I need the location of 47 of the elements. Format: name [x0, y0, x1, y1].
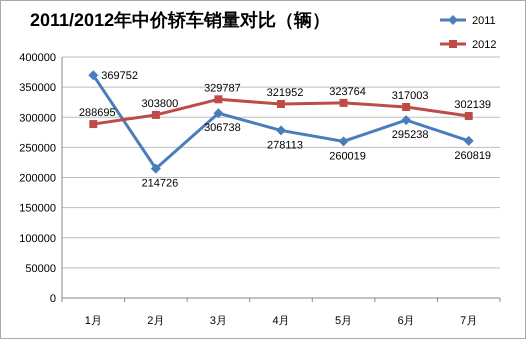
y-tick-label: 50000 — [25, 262, 56, 275]
data-label: 260819 — [454, 150, 492, 162]
x-tick-label: 3月 — [210, 315, 227, 327]
y-tick-label: 300000 — [19, 112, 56, 124]
point — [464, 112, 473, 120]
y-tick-label: 100000 — [19, 232, 56, 245]
chart-title: 2011/2012年中价轿车销量对比（辆） — [30, 10, 330, 30]
data-label: 260019 — [329, 150, 366, 162]
point — [464, 136, 474, 146]
x-tick-label: 4月 — [272, 315, 290, 327]
point — [152, 110, 160, 119]
data-label: 302139 — [454, 98, 492, 111]
y-tick-label: 0 — [50, 293, 56, 305]
point — [401, 115, 412, 126]
x-tick-label: 6月 — [398, 315, 415, 327]
data-label: 214726 — [142, 178, 178, 190]
point — [214, 95, 222, 104]
data-label: 288695 — [78, 107, 116, 120]
y-tick-label: 150000 — [19, 202, 56, 215]
point — [402, 103, 410, 112]
y-tick-label: 400000 — [19, 52, 56, 64]
data-label: 329787 — [204, 82, 241, 94]
point — [89, 120, 98, 128]
x-tick-label: 5月 — [335, 315, 352, 327]
x-tick-label: 7月 — [460, 315, 478, 327]
point — [276, 125, 286, 136]
data-label: 317003 — [392, 90, 428, 102]
point — [88, 70, 98, 80]
point — [150, 164, 161, 174]
legend-label: 2011 — [472, 15, 496, 27]
point — [340, 98, 348, 107]
data-label: 321952 — [266, 87, 304, 100]
data-label: 278113 — [267, 139, 303, 152]
point — [213, 108, 224, 118]
data-label: 295238 — [392, 129, 428, 142]
data-label: 369752 — [101, 70, 138, 82]
x-tick-label: 1月 — [84, 315, 102, 327]
data-label: 306738 — [204, 122, 241, 134]
data-label: 323764 — [329, 86, 366, 98]
point — [277, 100, 285, 108]
y-tick-label: 250000 — [19, 142, 56, 154]
x-tick-label: 2月 — [147, 315, 164, 327]
legend-label: 2012 — [472, 39, 496, 51]
y-tick-label: 200000 — [19, 172, 56, 184]
y-tick-label: 350000 — [19, 82, 56, 94]
data-label: 303800 — [142, 98, 178, 110]
point — [338, 136, 349, 146]
